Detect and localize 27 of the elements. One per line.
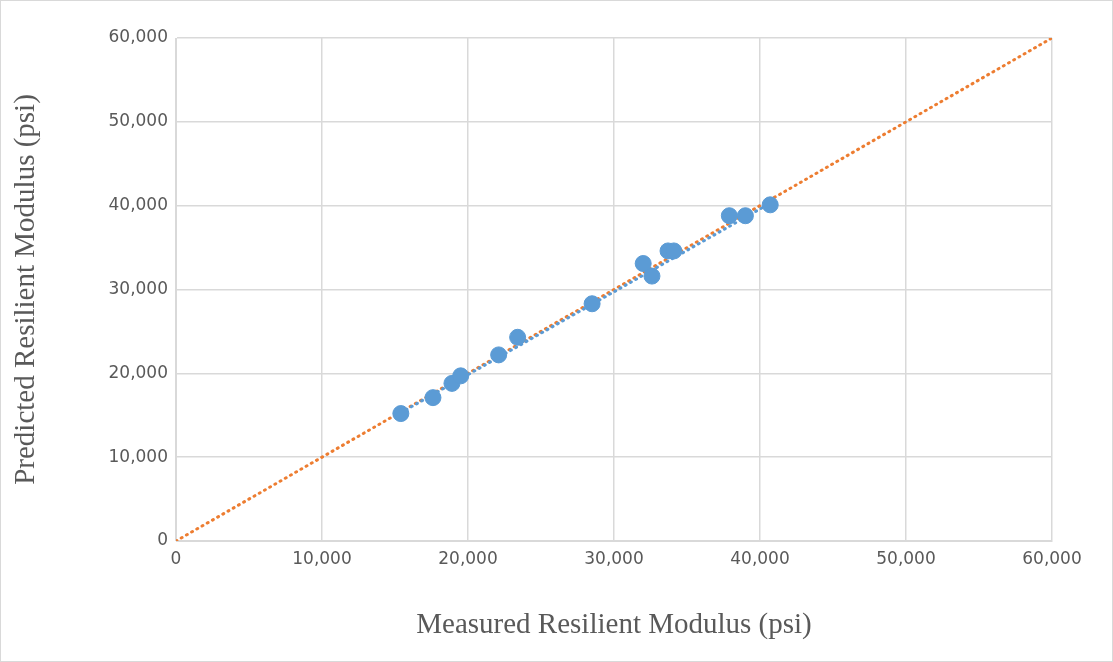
point — [424, 389, 442, 407]
point — [490, 346, 508, 364]
point — [720, 207, 738, 225]
y-tick-label: 40,000 — [108, 194, 168, 215]
y-tick-label: 10,000 — [108, 445, 168, 466]
x-tick-label: 10,000 — [292, 547, 352, 568]
y-tick-label: 0 — [157, 529, 168, 550]
point — [634, 255, 652, 273]
point — [392, 405, 410, 423]
x-tick-label: 0 — [170, 547, 182, 568]
point — [509, 328, 527, 346]
x-tick-label: 30,000 — [584, 547, 644, 568]
point — [452, 367, 470, 385]
point — [643, 267, 661, 285]
y-tick-label: 50,000 — [108, 110, 168, 131]
y-tick-label: 30,000 — [108, 277, 168, 298]
y-tick-label: 60,000 — [108, 26, 168, 47]
y-axis-title: Predicted Resilient Modulus (psi) — [8, 94, 42, 485]
x-tick-label: 50,000 — [876, 547, 936, 568]
x-tick-label: 60,000 — [1022, 547, 1082, 568]
x-tick-label: 20,000 — [438, 547, 498, 568]
x-tick-label: 40,000 — [730, 547, 790, 568]
x-axis-title: Measured Resilient Modulus (psi) — [416, 607, 812, 641]
point — [583, 295, 601, 313]
point — [736, 207, 754, 225]
y-tick-label: 20,000 — [108, 361, 168, 382]
point — [761, 196, 779, 214]
